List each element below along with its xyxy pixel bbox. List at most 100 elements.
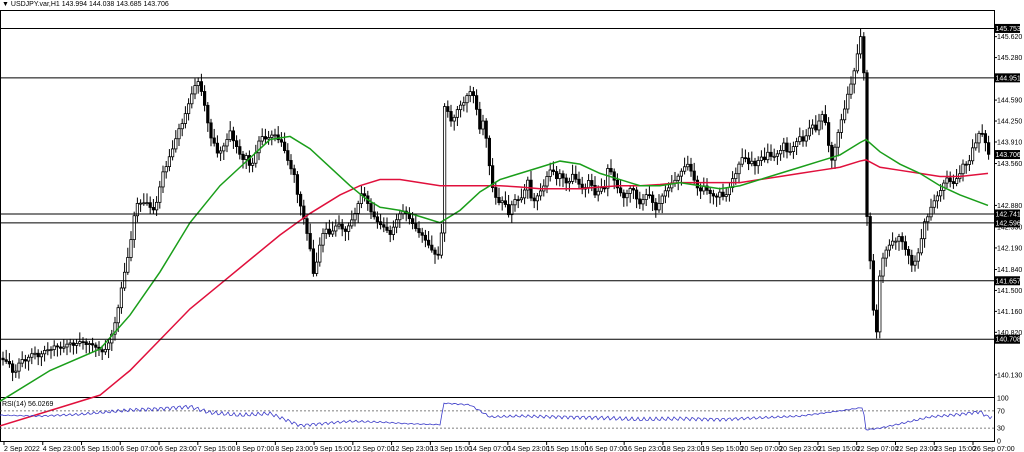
candle-body — [785, 142, 789, 153]
candle-body — [823, 114, 828, 123]
candle-body — [625, 193, 629, 199]
candle-body — [935, 195, 940, 202]
time-tick-label: 12 Sep 23:00 — [392, 446, 434, 452]
candle-body — [36, 352, 40, 358]
candle-body — [180, 123, 184, 130]
candle-body — [135, 203, 139, 217]
candle-body — [49, 349, 53, 351]
rsi-line — [0, 402, 993, 431]
candle-body — [574, 173, 578, 180]
candle-body — [561, 173, 565, 179]
time-tick-label: 22 Sep 07:00 — [857, 446, 899, 452]
candle-body — [919, 238, 924, 254]
candle-body — [753, 160, 757, 167]
price-tick-label: 141.840 — [997, 267, 1022, 274]
candle-body — [532, 197, 536, 202]
candle-body — [804, 135, 808, 142]
candle-body — [244, 155, 248, 160]
ma-slow-line — [0, 159, 989, 427]
candle-body — [657, 203, 661, 211]
candle-body — [622, 192, 626, 199]
candle-body — [481, 120, 485, 130]
candle-body — [439, 232, 444, 256]
candle-body — [91, 343, 95, 346]
candle-body — [926, 216, 930, 223]
candle-body — [430, 244, 434, 251]
candle-body — [228, 130, 232, 140]
candle-body — [836, 132, 840, 148]
candle-body — [471, 91, 476, 97]
candle-body — [257, 140, 261, 154]
candle-body — [667, 187, 671, 192]
chart-menu-triangle-icon[interactable]: ▼ — [2, 1, 9, 8]
candle-body — [212, 137, 216, 144]
candle-body — [209, 122, 213, 139]
candle-body — [715, 195, 719, 198]
candle-body — [202, 91, 207, 106]
time-tick-label: 26 Sep 07:00 — [973, 446, 1015, 452]
candle-body — [830, 144, 834, 161]
candle-body — [71, 342, 75, 346]
candle-body — [170, 148, 175, 158]
candle-body — [145, 202, 149, 205]
candle-body — [590, 180, 594, 186]
candle-body — [631, 188, 636, 191]
candle-body — [279, 139, 284, 143]
candle-body — [250, 162, 255, 166]
candle-body — [596, 190, 600, 196]
candle-body — [107, 342, 111, 350]
candle-body — [446, 106, 450, 112]
candle-body — [286, 150, 290, 161]
candle-body — [81, 341, 85, 344]
candle-body — [948, 177, 952, 182]
candle-body — [215, 142, 219, 154]
candle-body — [100, 349, 104, 353]
candle-body — [881, 257, 885, 277]
candle-body — [423, 234, 428, 241]
candle-body — [318, 244, 322, 263]
candle-body — [46, 349, 50, 352]
candle-body — [734, 173, 738, 180]
candle-body — [43, 350, 47, 355]
time-tick-label: 5 Sep 15:00 — [82, 446, 120, 452]
candle-body — [814, 124, 818, 131]
candle-body — [737, 163, 741, 175]
candle-body — [222, 145, 226, 152]
candle-body — [644, 194, 648, 200]
candle-body — [116, 307, 120, 324]
candle-body — [551, 169, 556, 172]
time-tick-label: 6 Sep 23:00 — [159, 446, 197, 452]
candle-body — [663, 190, 668, 197]
candle-body — [123, 271, 127, 289]
candle-body — [689, 163, 693, 172]
candle-body — [10, 363, 15, 373]
candle-body — [977, 132, 981, 144]
level-label-bg — [994, 276, 1020, 286]
price-tick-label: 143.910 — [997, 139, 1022, 146]
candle-body — [334, 225, 338, 232]
level-label-bg — [994, 73, 1020, 83]
candle-body — [900, 236, 904, 243]
candle-body — [638, 198, 642, 205]
level-label: 142.596 — [996, 220, 1021, 227]
candle-body — [865, 72, 869, 217]
candle-body — [628, 188, 632, 194]
candle-body — [103, 349, 107, 353]
candle-body — [516, 199, 520, 201]
candle-body — [353, 213, 357, 221]
candle-body — [506, 204, 511, 216]
level-label: 144.951 — [996, 75, 1021, 82]
candle-body — [699, 187, 703, 192]
candle-body — [487, 137, 492, 167]
candle-body — [183, 113, 187, 124]
candle-body — [529, 179, 533, 199]
candle-body — [964, 163, 968, 166]
level-label-bg — [994, 334, 1020, 344]
candle-body — [177, 128, 181, 140]
candle-body — [827, 122, 831, 146]
price-tick-label: 141.160 — [997, 309, 1022, 316]
candle-body — [478, 108, 482, 130]
candle-body — [292, 168, 296, 176]
candle-body — [593, 185, 597, 196]
